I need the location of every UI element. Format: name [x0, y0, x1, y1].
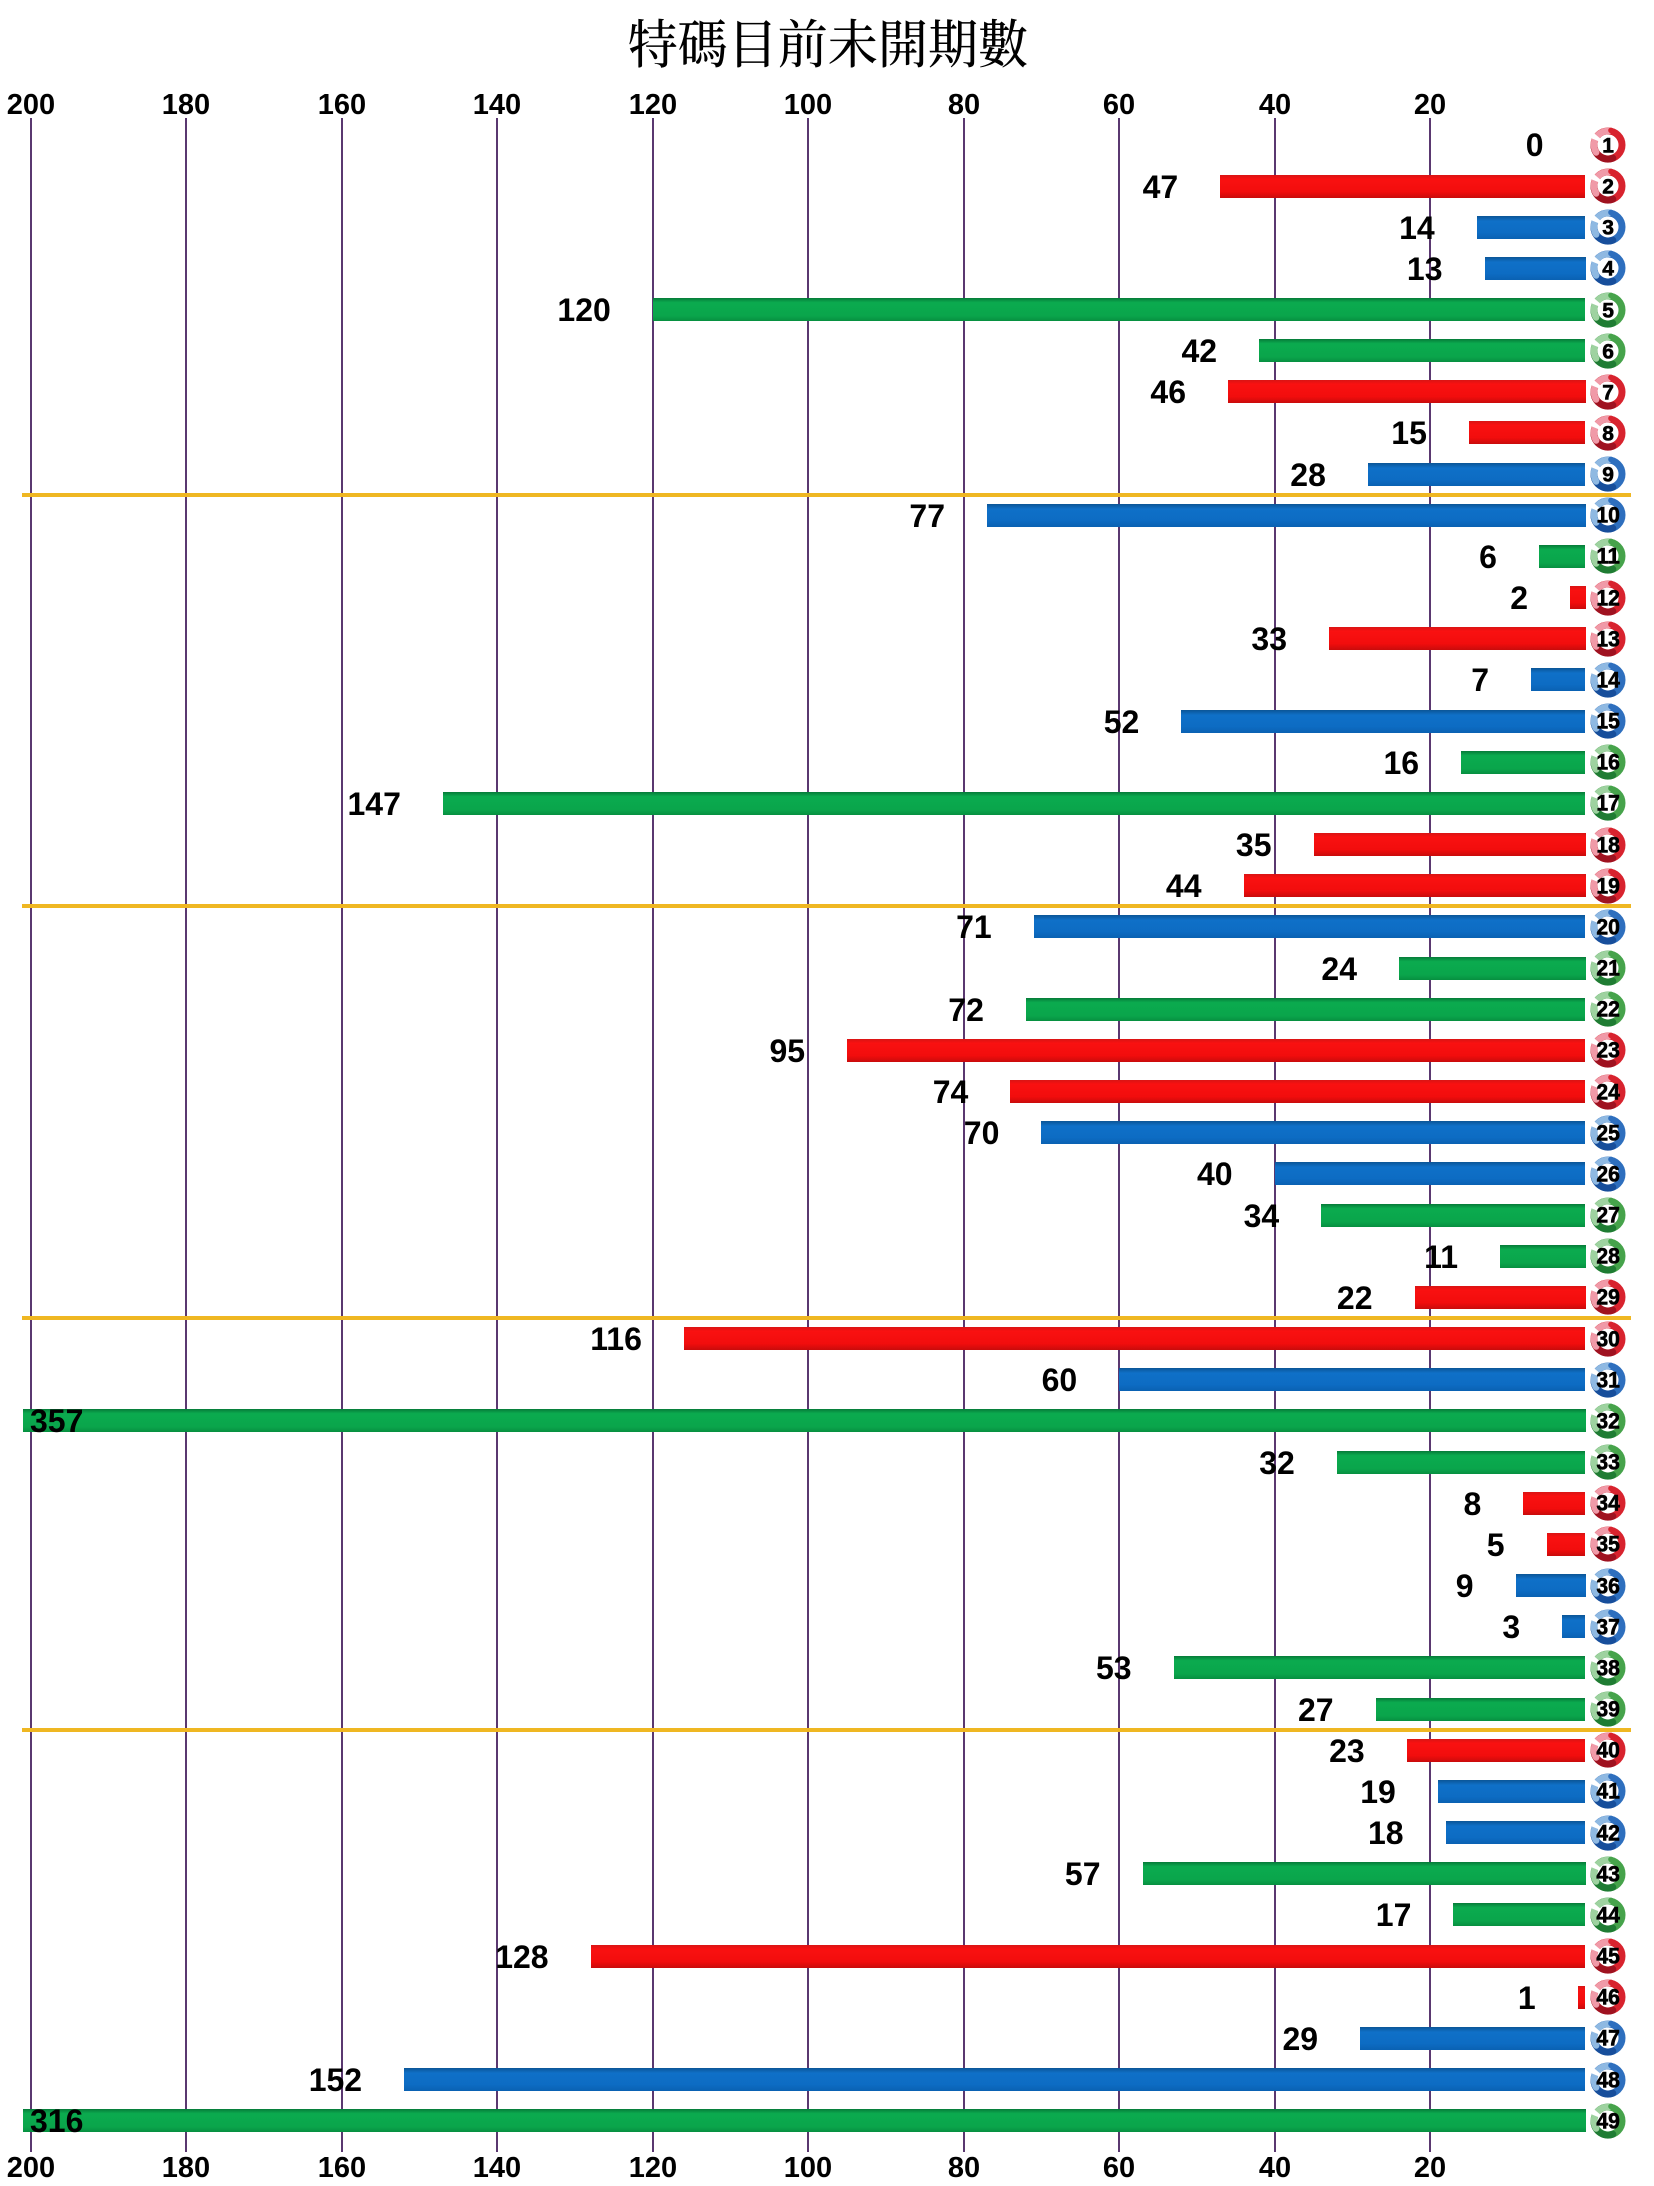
svg-text:20: 20: [1596, 914, 1620, 939]
svg-text:28: 28: [1596, 1244, 1620, 1269]
svg-text:11: 11: [1596, 544, 1620, 569]
svg-text:49: 49: [1596, 2108, 1620, 2133]
svg-text:4: 4: [1602, 258, 1614, 281]
svg-text:13: 13: [1596, 626, 1620, 651]
svg-text:14: 14: [1596, 667, 1620, 692]
svg-text:33: 33: [1596, 1450, 1620, 1475]
svg-text:15: 15: [1596, 709, 1620, 734]
svg-text:35: 35: [1596, 1532, 1620, 1557]
svg-text:8: 8: [1602, 422, 1614, 445]
svg-text:34: 34: [1596, 1491, 1620, 1516]
svg-text:3: 3: [1602, 217, 1614, 240]
svg-text:38: 38: [1596, 1655, 1620, 1680]
svg-text:5: 5: [1602, 299, 1614, 322]
svg-text:23: 23: [1596, 1038, 1620, 1063]
svg-text:6: 6: [1602, 340, 1614, 363]
svg-text:19: 19: [1596, 873, 1620, 898]
svg-text:9: 9: [1602, 464, 1614, 487]
svg-text:21: 21: [1596, 956, 1620, 981]
svg-text:17: 17: [1596, 791, 1620, 816]
svg-text:43: 43: [1596, 1861, 1620, 1886]
svg-text:29: 29: [1596, 1285, 1620, 1310]
svg-text:2: 2: [1602, 176, 1614, 199]
svg-text:31: 31: [1596, 1367, 1620, 1392]
svg-text:44: 44: [1596, 1902, 1620, 1927]
svg-text:41: 41: [1596, 1779, 1620, 1804]
svg-text:12: 12: [1596, 585, 1620, 610]
svg-text:7: 7: [1602, 381, 1614, 404]
svg-text:37: 37: [1596, 1614, 1620, 1639]
svg-text:22: 22: [1596, 997, 1620, 1022]
svg-text:24: 24: [1596, 1079, 1620, 1104]
svg-text:16: 16: [1596, 750, 1620, 775]
svg-text:40: 40: [1596, 1738, 1620, 1763]
svg-text:48: 48: [1596, 2067, 1620, 2092]
svg-text:26: 26: [1596, 1161, 1620, 1186]
svg-text:25: 25: [1596, 1120, 1620, 1145]
svg-text:10: 10: [1596, 503, 1620, 528]
svg-text:32: 32: [1596, 1408, 1620, 1433]
svg-text:18: 18: [1596, 832, 1620, 857]
svg-text:47: 47: [1596, 2026, 1620, 2051]
svg-text:30: 30: [1596, 1326, 1620, 1351]
svg-text:45: 45: [1596, 1944, 1620, 1969]
svg-text:27: 27: [1596, 1203, 1620, 1228]
svg-text:42: 42: [1596, 1820, 1620, 1845]
svg-text:36: 36: [1596, 1573, 1620, 1598]
svg-text:46: 46: [1596, 1985, 1620, 2010]
svg-text:1: 1: [1602, 134, 1614, 157]
svg-text:39: 39: [1596, 1697, 1620, 1722]
